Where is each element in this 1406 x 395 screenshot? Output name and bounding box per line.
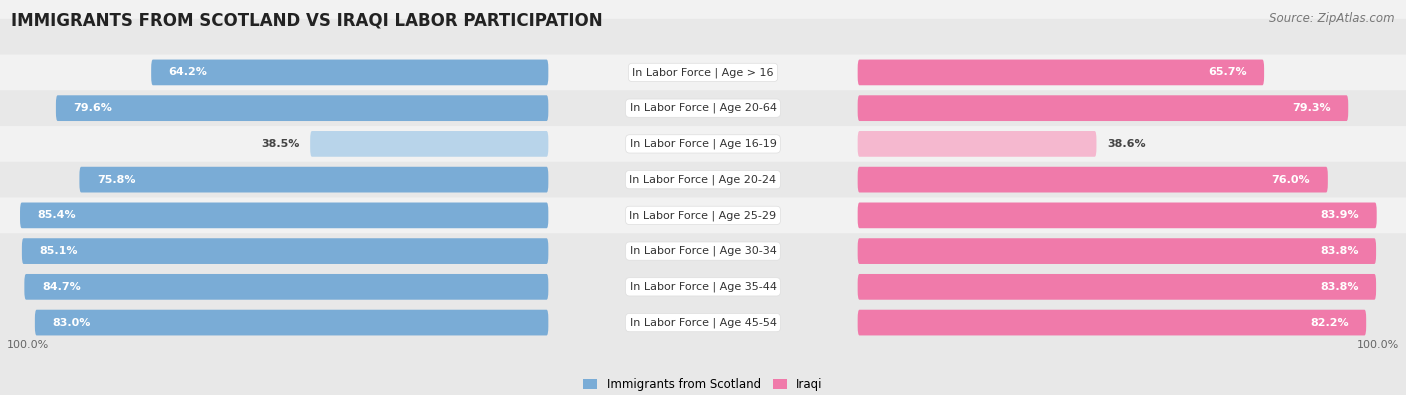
Text: 64.2%: 64.2% <box>169 68 208 77</box>
FancyBboxPatch shape <box>858 95 1348 121</box>
Text: In Labor Force | Age 16-19: In Labor Force | Age 16-19 <box>630 139 776 149</box>
Text: 79.3%: 79.3% <box>1292 103 1330 113</box>
FancyBboxPatch shape <box>858 203 1376 228</box>
Text: 83.0%: 83.0% <box>52 318 91 327</box>
FancyBboxPatch shape <box>0 198 1406 376</box>
FancyBboxPatch shape <box>56 95 548 121</box>
FancyBboxPatch shape <box>35 310 548 335</box>
FancyBboxPatch shape <box>858 167 1327 192</box>
FancyBboxPatch shape <box>0 19 1406 198</box>
Text: 75.8%: 75.8% <box>97 175 135 184</box>
FancyBboxPatch shape <box>24 274 548 300</box>
Text: 83.8%: 83.8% <box>1320 246 1358 256</box>
FancyBboxPatch shape <box>0 233 1406 395</box>
FancyBboxPatch shape <box>858 60 1264 85</box>
FancyBboxPatch shape <box>79 167 548 192</box>
Text: 76.0%: 76.0% <box>1271 175 1310 184</box>
FancyBboxPatch shape <box>858 310 1367 335</box>
Text: 84.7%: 84.7% <box>42 282 80 292</box>
FancyBboxPatch shape <box>0 55 1406 233</box>
FancyBboxPatch shape <box>0 0 1406 162</box>
Text: Source: ZipAtlas.com: Source: ZipAtlas.com <box>1270 12 1395 25</box>
Text: In Labor Force | Age 20-24: In Labor Force | Age 20-24 <box>630 174 776 185</box>
FancyBboxPatch shape <box>858 274 1376 300</box>
Text: 65.7%: 65.7% <box>1208 68 1247 77</box>
Text: 79.6%: 79.6% <box>73 103 112 113</box>
Text: 38.5%: 38.5% <box>262 139 299 149</box>
Text: 83.8%: 83.8% <box>1320 282 1358 292</box>
Text: In Labor Force | Age 35-44: In Labor Force | Age 35-44 <box>630 282 776 292</box>
Text: 100.0%: 100.0% <box>7 340 49 350</box>
Text: 38.6%: 38.6% <box>1107 139 1146 149</box>
Text: In Labor Force | Age 20-64: In Labor Force | Age 20-64 <box>630 103 776 113</box>
FancyBboxPatch shape <box>22 238 548 264</box>
Text: In Labor Force | Age 25-29: In Labor Force | Age 25-29 <box>630 210 776 221</box>
Text: 85.1%: 85.1% <box>39 246 77 256</box>
FancyBboxPatch shape <box>0 90 1406 269</box>
FancyBboxPatch shape <box>20 203 548 228</box>
FancyBboxPatch shape <box>152 60 548 85</box>
FancyBboxPatch shape <box>0 162 1406 340</box>
FancyBboxPatch shape <box>858 238 1376 264</box>
Text: 100.0%: 100.0% <box>1357 340 1399 350</box>
Text: In Labor Force | Age 45-54: In Labor Force | Age 45-54 <box>630 317 776 328</box>
Text: IMMIGRANTS FROM SCOTLAND VS IRAQI LABOR PARTICIPATION: IMMIGRANTS FROM SCOTLAND VS IRAQI LABOR … <box>11 12 603 30</box>
Text: 82.2%: 82.2% <box>1310 318 1348 327</box>
Text: 83.9%: 83.9% <box>1320 211 1360 220</box>
Text: 85.4%: 85.4% <box>38 211 76 220</box>
Text: In Labor Force | Age 30-34: In Labor Force | Age 30-34 <box>630 246 776 256</box>
FancyBboxPatch shape <box>0 126 1406 305</box>
Legend: Immigrants from Scotland, Iraqi: Immigrants from Scotland, Iraqi <box>578 373 828 395</box>
Text: In Labor Force | Age > 16: In Labor Force | Age > 16 <box>633 67 773 78</box>
FancyBboxPatch shape <box>858 131 1097 157</box>
FancyBboxPatch shape <box>311 131 548 157</box>
